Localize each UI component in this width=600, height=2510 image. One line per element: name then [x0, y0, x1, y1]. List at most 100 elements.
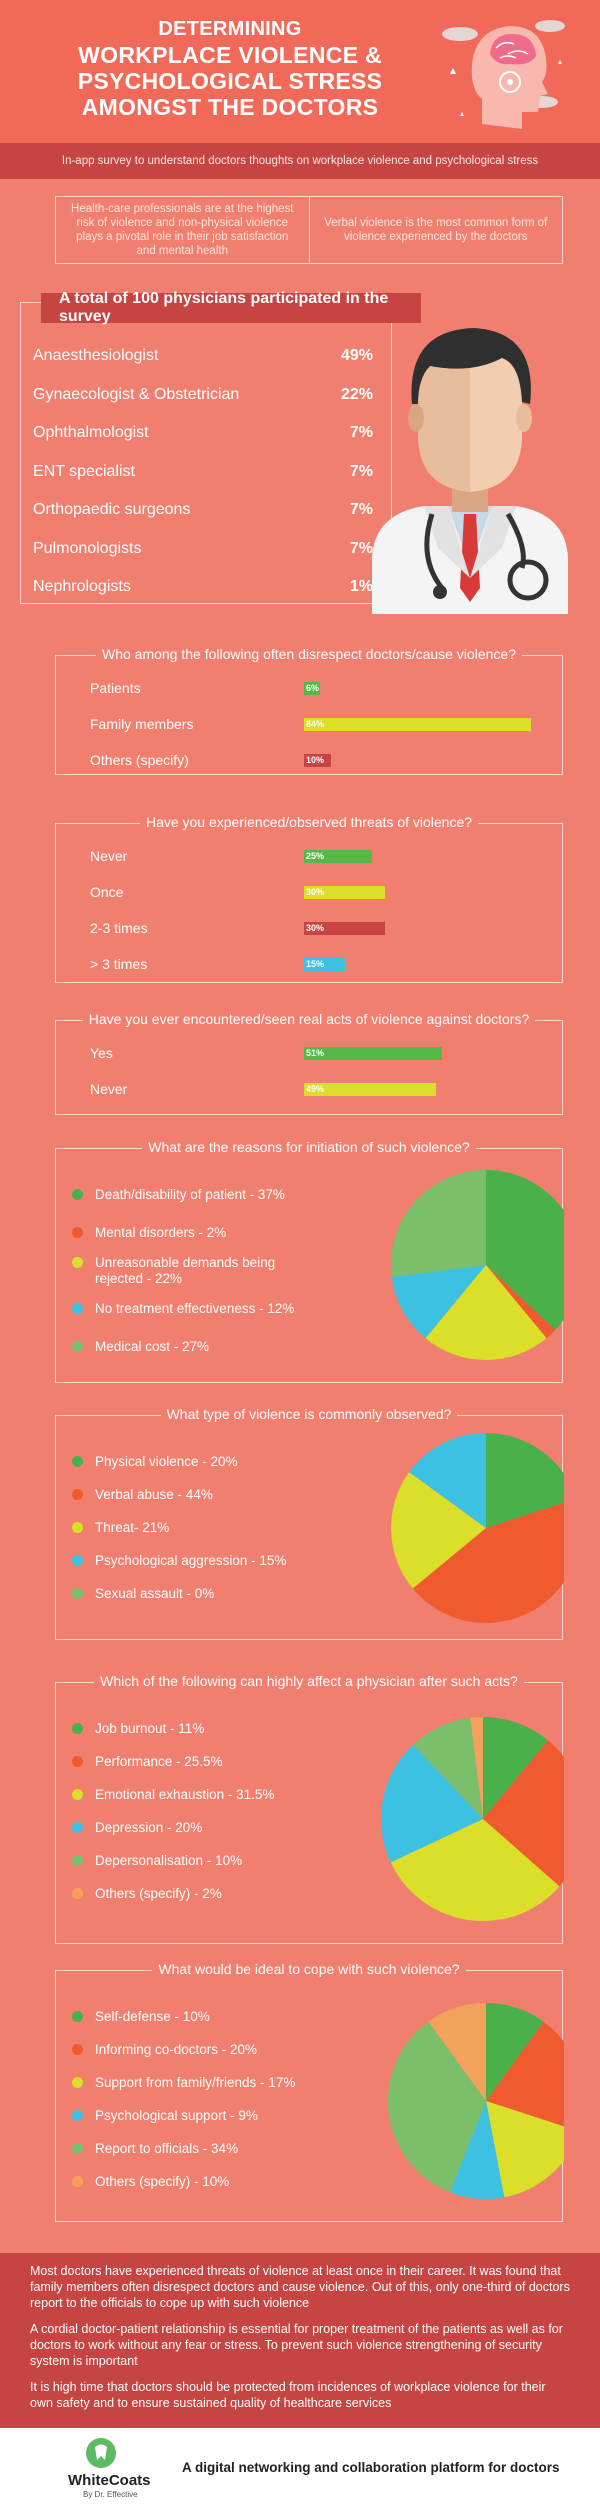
- legend-label: Medical cost - 27%: [95, 1339, 210, 1354]
- conclusion-paragraph-1: Most doctors have experienced threats of…: [30, 2264, 570, 2310]
- legend-dot-icon: [72, 1855, 83, 1866]
- legend-item: Emotional exhaustion - 31.5%: [72, 1787, 302, 1803]
- effects-pie-panel: Which of the following can highly affect…: [55, 1673, 564, 1944]
- legend-item: Support from family/friends - 17%: [72, 2075, 302, 2091]
- bar: 84%: [304, 718, 531, 731]
- legend-label: Psychological support - 9%: [95, 2108, 258, 2123]
- legend-item: No treatment effectiveness - 12%: [72, 1301, 302, 1317]
- legend-label: Self-defense - 10%: [95, 2009, 210, 2024]
- legend-item: Psychological support - 9%: [72, 2108, 302, 2124]
- legend-item: Depersonalisation - 10%: [72, 1853, 302, 1869]
- bar-label: Family members: [90, 716, 194, 732]
- legend-dot-icon: [72, 1888, 83, 1899]
- legend-dot-icon: [72, 2110, 83, 2121]
- legend-item: Report to officials - 34%: [72, 2141, 302, 2157]
- legend-label: Threat- 21%: [95, 1520, 170, 1535]
- legend-label: Depersonalisation - 10%: [95, 1853, 243, 1868]
- q2-panel: Have you experienced/observed threats of…: [55, 814, 563, 983]
- bar: 49%: [304, 1083, 437, 1096]
- pie-slice: [486, 1170, 564, 1331]
- legend-dot-icon: [72, 1341, 83, 1352]
- legend-label: Unreasonable demands being rejected - 22…: [95, 1255, 276, 1286]
- pie-slice: [425, 1265, 547, 1360]
- conclusion-section: Most doctors have experienced threats of…: [0, 2253, 600, 2428]
- reasons-pie-panel: What are the reasons for initiation of s…: [55, 1139, 564, 1383]
- intro-box: Health-care professionals are at the hig…: [55, 196, 563, 264]
- legend-label: Depression - 20%: [95, 1820, 203, 1835]
- legend-dot-icon: [72, 1789, 83, 1800]
- legend-label: Physical violence - 20%: [95, 1454, 238, 1469]
- bar: 10%: [304, 754, 331, 767]
- coping-pie-panel: What would be ideal to cope with such vi…: [55, 1961, 564, 2222]
- legend-label: Informing co-doctors - 20%: [95, 2042, 258, 2057]
- physician-specialty: Nephrologists: [33, 578, 131, 596]
- legend-dot-icon: [72, 1822, 83, 1833]
- bar: 6%: [304, 682, 321, 695]
- pie-slice: [483, 1717, 549, 1819]
- legend-item: Threat- 21%: [72, 1520, 302, 1536]
- legend-label: Others (specify) - 2%: [95, 1886, 222, 1901]
- bar: 25%: [304, 850, 372, 863]
- legend-dot-icon: [72, 1588, 83, 1599]
- q2-title: Have you experienced/observed threats of…: [56, 814, 562, 830]
- pie-title: What type of violence is commonly observ…: [56, 1406, 562, 1422]
- pie-title: What are the reasons for initiation of s…: [56, 1139, 562, 1155]
- legend-label: Performance - 25.5%: [95, 1754, 223, 1769]
- legend-item: Unreasonable demands being rejected - 22…: [72, 1255, 302, 1287]
- legend-label: No treatment effectiveness - 12%: [95, 1301, 295, 1316]
- physician-specialty: Ophthalmologist: [33, 424, 149, 442]
- legend-item: Self-defense - 10%: [72, 2009, 302, 2025]
- legend-label: Emotional exhaustion - 31.5%: [95, 1787, 275, 1802]
- title-line-3: PSYCHOLOGICAL STRESS: [77, 68, 383, 94]
- physician-row: Orthopaedic surgeons 7%: [33, 491, 373, 530]
- physician-row: ENT specialist 7%: [33, 453, 373, 492]
- legend-dot-icon: [72, 2077, 83, 2088]
- legend-dot-icon: [72, 2143, 83, 2154]
- legend-label: Others (specify) - 10%: [95, 2174, 230, 2189]
- pie-slice: [486, 2003, 544, 2101]
- title-line-1: DETERMINING: [158, 18, 302, 40]
- bar: 30%: [304, 886, 385, 899]
- legend-dot-icon: [72, 1555, 83, 1566]
- legend-dot-icon: [72, 1189, 83, 1200]
- physician-row: Anaesthesiologist 49%: [33, 337, 373, 376]
- legend-dot-icon: [72, 1257, 83, 1268]
- legend-dot-icon: [72, 2011, 83, 2022]
- physicians-panel: A total of 100 physicians participated i…: [20, 290, 421, 607]
- physician-specialty: Gynaecologist & Obstetrician: [33, 385, 240, 403]
- brand-name: WhiteCoats: [68, 2472, 151, 2489]
- violence-type-pie-panel: What type of violence is commonly observ…: [55, 1406, 564, 1640]
- bar: 30%: [304, 922, 385, 935]
- pie-slice: [486, 1433, 564, 1528]
- physician-percent: 22%: [340, 385, 373, 403]
- pie-slice: [486, 1265, 556, 1339]
- physician-percent: 49%: [340, 347, 373, 365]
- physician-percent: 7%: [349, 462, 373, 480]
- legend-item: Death/disability of patient - 37%: [72, 1187, 302, 1203]
- subtitle-banner: In-app survey to understand doctors thou…: [0, 143, 600, 179]
- bar-label: Patients: [90, 680, 141, 696]
- legend-dot-icon: [72, 1522, 83, 1533]
- physician-row: Nephrologists 1%: [33, 568, 373, 607]
- legend-item: Depression - 20%: [72, 1820, 302, 1836]
- intro-right-text: Verbal violence is the most common form …: [324, 217, 548, 243]
- legend-dot-icon: [72, 2176, 83, 2187]
- physician-percent: 7%: [349, 501, 373, 519]
- legend-item: Performance - 25.5%: [72, 1754, 302, 1770]
- legend-label: Mental disorders - 2%: [95, 1225, 227, 1240]
- bar: 51%: [304, 1047, 442, 1060]
- physician-specialty: Pulmonologists: [33, 539, 142, 557]
- bar-label: Yes: [90, 1045, 113, 1061]
- bar-label: 2-3 times: [90, 920, 148, 936]
- physician-row: Ophthalmologist 7%: [33, 414, 373, 453]
- legend-item: Psychological aggression - 15%: [72, 1553, 302, 1569]
- physician-row: Gynaecologist & Obstetrician 22%: [33, 376, 373, 415]
- q3-panel: Have you ever encountered/seen real acts…: [55, 1011, 563, 1115]
- pie-slice: [412, 1502, 564, 1623]
- stressed-head-icon: [442, 20, 565, 129]
- legend-dot-icon: [72, 1303, 83, 1314]
- legend-item: Job burnout - 11%: [72, 1721, 302, 1737]
- legend-dot-icon: [72, 1723, 83, 1734]
- legend-label: Job burnout - 11%: [95, 1721, 205, 1736]
- footer: WhiteCoats By Dr. Effective A digital ne…: [0, 2428, 600, 2510]
